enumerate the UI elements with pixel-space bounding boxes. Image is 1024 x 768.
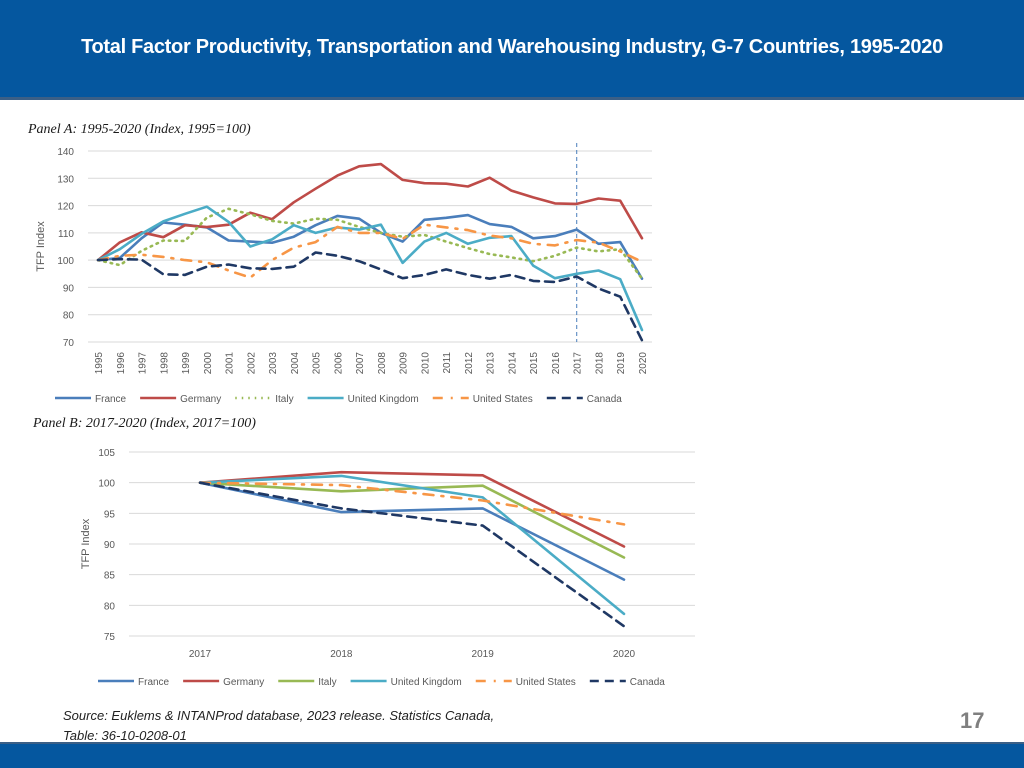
legend-label: United Kingdom: [391, 677, 462, 688]
header-banner: Total Factor Productivity, Transportatio…: [0, 0, 1024, 100]
y-axis-label: TFP Index: [35, 221, 47, 272]
y-tick-label: 90: [104, 540, 116, 551]
y-tick-label: 80: [63, 311, 75, 322]
x-tick-label: 2014: [507, 352, 518, 375]
y-axis-label: TFP Index: [80, 518, 92, 569]
x-tick-label: 2016: [551, 352, 562, 375]
source-line-2: Table: 36-10-0208-01: [63, 728, 187, 743]
x-tick-label: 2018: [594, 352, 605, 375]
y-tick-label: 105: [98, 448, 115, 459]
x-tick-label: 2005: [312, 352, 323, 375]
y-tick-label: 95: [104, 509, 116, 520]
series-line-canada: [96, 251, 644, 342]
panel-b-chart: 75 80 85 90 95 100 105 TFP Index 2017 2018 2019 202…: [80, 448, 695, 688]
legend-label: Canada: [630, 677, 665, 688]
y-tick-label: 100: [57, 256, 74, 267]
series-line-canada: [198, 481, 626, 628]
y-tick-label: 70: [63, 338, 75, 349]
legend-label: United States: [516, 677, 576, 688]
series-line-italy: [198, 481, 626, 559]
series-line-united-kingdom: [198, 474, 626, 616]
y-tick-label: 110: [58, 229, 74, 240]
source-line-1: Source: Euklems & INTANProd database, 20…: [63, 708, 495, 723]
x-tick-label: 2019: [472, 649, 495, 660]
source-note: Source: Euklems & INTANProd database, 20…: [63, 706, 494, 746]
series-line-italy: [96, 207, 644, 280]
footer-bar: [0, 742, 1024, 768]
x-tick-label: 1995: [94, 352, 105, 375]
legend-label: United States: [473, 394, 533, 405]
panel-a-title: Panel A: 1995-2020 (Index, 1995=100): [28, 122, 251, 137]
x-tick-label: 2004: [290, 352, 301, 375]
x-tick-label: 2003: [268, 352, 279, 375]
x-tick-label: 2008: [377, 352, 388, 375]
page-number: 17: [960, 708, 985, 733]
x-tick-label: 2002: [246, 352, 257, 375]
panel-a-chart: 70 80 90 100 110 120 130 140 TFP Index 1995 1996 19…: [35, 143, 652, 405]
y-tick-label: 130: [57, 174, 74, 185]
y-tick-label: 75: [104, 632, 116, 643]
x-tick-label: 2013: [486, 352, 497, 375]
legend-label: United Kingdom: [348, 394, 419, 405]
series-line-united-states: [198, 481, 626, 526]
legend-label: Italy: [318, 677, 336, 688]
y-tick-label: 80: [104, 601, 116, 612]
series-line-united-kingdom: [96, 205, 644, 332]
page-title: Total Factor Productivity, Transportatio…: [81, 36, 943, 58]
series-line-france: [198, 481, 626, 581]
x-tick-label: 2017: [573, 352, 584, 375]
legend-label: Italy: [275, 394, 293, 405]
legend-label: Canada: [587, 394, 622, 405]
x-tick-label: 2001: [225, 352, 236, 375]
y-tick-label: 120: [57, 202, 74, 213]
x-tick-label: 1998: [159, 352, 170, 375]
y-tick-label: 100: [98, 479, 115, 490]
x-tick-label: 2019: [616, 352, 627, 375]
series-line-france: [96, 213, 644, 280]
y-tick-label: 140: [57, 147, 74, 158]
legend-label: France: [95, 394, 127, 405]
legend-label: France: [138, 677, 170, 688]
legend-label: Germany: [180, 394, 221, 405]
x-tick-label: 1997: [138, 352, 149, 375]
x-tick-label: 2011: [442, 352, 453, 374]
x-tick-label: 2020: [613, 649, 636, 660]
panel-b-title: Panel B: 2017-2020 (Index, 2017=100): [33, 416, 256, 431]
series-line-germany: [96, 162, 644, 262]
x-tick-label: 2018: [330, 649, 353, 660]
series-line-united-states: [96, 223, 644, 279]
legend-label: Germany: [223, 677, 264, 688]
x-tick-label: 2012: [464, 352, 475, 375]
x-tick-label: 1996: [116, 352, 127, 375]
series-line-germany: [198, 470, 626, 548]
x-tick-label: 2015: [529, 352, 540, 375]
x-tick-label: 2007: [355, 352, 366, 375]
x-tick-label: 1999: [181, 352, 192, 375]
x-tick-label: 2020: [638, 352, 649, 375]
x-tick-label: 2017: [189, 649, 212, 660]
x-tick-label: 2000: [203, 352, 214, 375]
x-tick-label: 2010: [420, 352, 431, 375]
y-tick-label: 85: [104, 571, 116, 582]
x-tick-label: 2009: [399, 352, 410, 375]
y-tick-label: 90: [63, 283, 75, 294]
x-tick-label: 2006: [333, 352, 344, 375]
